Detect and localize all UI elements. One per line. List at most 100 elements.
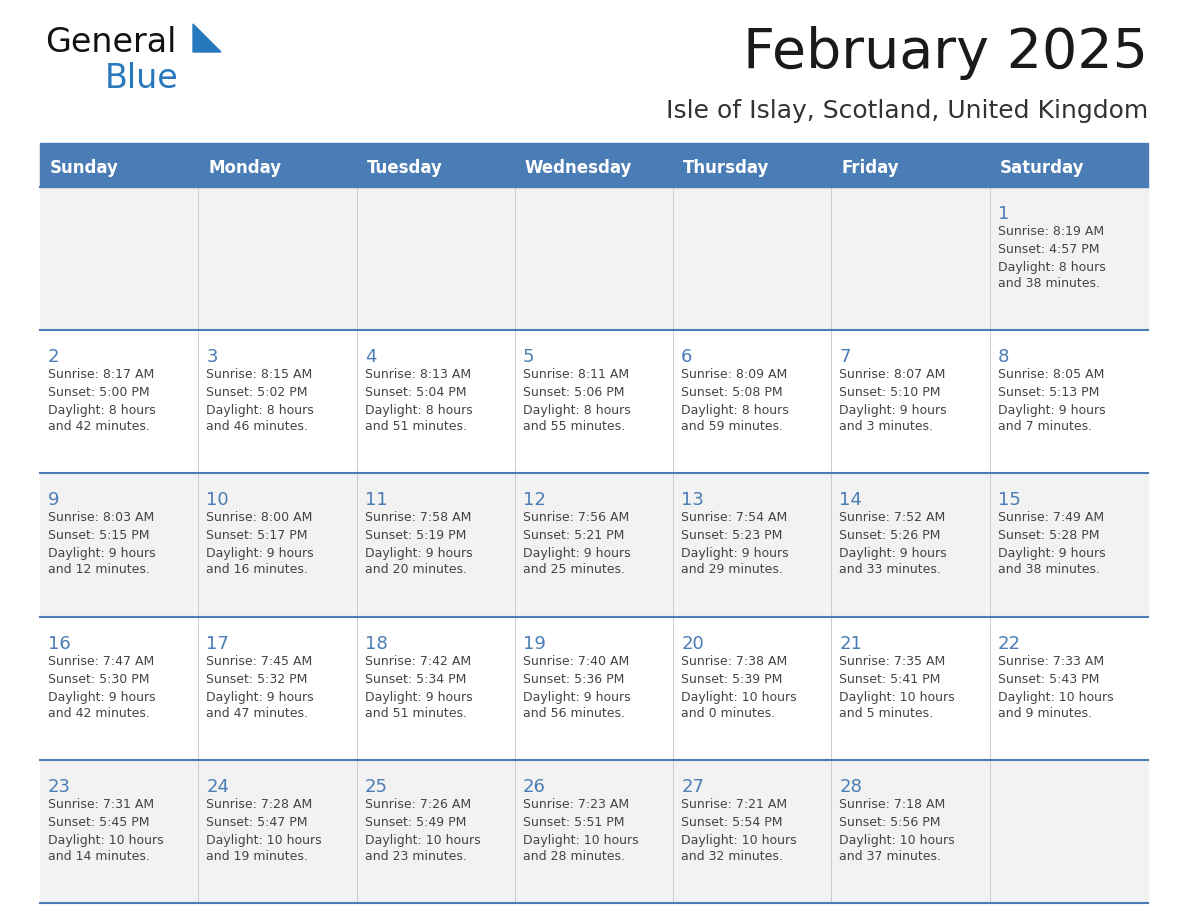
Text: Daylight: 9 hours: Daylight: 9 hours xyxy=(523,547,631,560)
Text: 2: 2 xyxy=(48,348,59,366)
Text: Thursday: Thursday xyxy=(683,159,770,177)
Text: Daylight: 10 hours: Daylight: 10 hours xyxy=(840,690,955,703)
Text: and 38 minutes.: and 38 minutes. xyxy=(998,564,1100,577)
Text: Daylight: 8 hours: Daylight: 8 hours xyxy=(365,404,473,417)
Text: Friday: Friday xyxy=(841,159,899,177)
Text: Daylight: 10 hours: Daylight: 10 hours xyxy=(365,834,480,846)
Text: Daylight: 9 hours: Daylight: 9 hours xyxy=(523,690,631,703)
Text: and 46 minutes.: and 46 minutes. xyxy=(207,420,308,433)
Text: 15: 15 xyxy=(998,491,1020,509)
Text: Monday: Monday xyxy=(208,159,282,177)
Text: 22: 22 xyxy=(998,634,1020,653)
Text: and 51 minutes.: and 51 minutes. xyxy=(365,707,467,720)
Text: 9: 9 xyxy=(48,491,59,509)
Text: Sunrise: 7:58 AM: Sunrise: 7:58 AM xyxy=(365,511,470,524)
Text: 8: 8 xyxy=(998,348,1009,366)
Text: Wednesday: Wednesday xyxy=(525,159,632,177)
Text: Isle of Islay, Scotland, United Kingdom: Isle of Islay, Scotland, United Kingdom xyxy=(665,99,1148,123)
Bar xyxy=(40,330,1148,474)
Text: 16: 16 xyxy=(48,634,71,653)
Text: Sunset: 5:15 PM: Sunset: 5:15 PM xyxy=(48,530,150,543)
Text: Sunset: 5:32 PM: Sunset: 5:32 PM xyxy=(207,673,308,686)
Text: Sunrise: 7:33 AM: Sunrise: 7:33 AM xyxy=(998,655,1104,667)
Bar xyxy=(832,149,990,187)
Text: Daylight: 8 hours: Daylight: 8 hours xyxy=(207,404,314,417)
Text: Sunrise: 7:21 AM: Sunrise: 7:21 AM xyxy=(681,798,788,811)
Text: and 42 minutes.: and 42 minutes. xyxy=(48,707,150,720)
Text: Sunrise: 7:42 AM: Sunrise: 7:42 AM xyxy=(365,655,470,667)
Text: Sunrise: 8:03 AM: Sunrise: 8:03 AM xyxy=(48,511,154,524)
Text: Daylight: 9 hours: Daylight: 9 hours xyxy=(48,547,156,560)
Text: Daylight: 10 hours: Daylight: 10 hours xyxy=(998,690,1113,703)
Text: and 29 minutes.: and 29 minutes. xyxy=(681,564,783,577)
Text: Sunrise: 7:47 AM: Sunrise: 7:47 AM xyxy=(48,655,154,667)
Text: Sunset: 5:21 PM: Sunset: 5:21 PM xyxy=(523,530,624,543)
Text: and 12 minutes.: and 12 minutes. xyxy=(48,564,150,577)
Bar xyxy=(40,149,198,187)
Text: Sunset: 5:49 PM: Sunset: 5:49 PM xyxy=(365,816,466,829)
Text: and 3 minutes.: and 3 minutes. xyxy=(840,420,934,433)
Text: Daylight: 10 hours: Daylight: 10 hours xyxy=(207,834,322,846)
Text: Daylight: 9 hours: Daylight: 9 hours xyxy=(365,547,472,560)
Text: Sunrise: 7:56 AM: Sunrise: 7:56 AM xyxy=(523,511,630,524)
Text: Sunrise: 8:15 AM: Sunrise: 8:15 AM xyxy=(207,368,312,381)
Text: Daylight: 8 hours: Daylight: 8 hours xyxy=(681,404,789,417)
Text: Sunset: 5:56 PM: Sunset: 5:56 PM xyxy=(840,816,941,829)
Text: Daylight: 10 hours: Daylight: 10 hours xyxy=(840,834,955,846)
Text: Sunset: 5:28 PM: Sunset: 5:28 PM xyxy=(998,530,1099,543)
Text: 18: 18 xyxy=(365,634,387,653)
Text: Daylight: 9 hours: Daylight: 9 hours xyxy=(207,690,314,703)
Text: Saturday: Saturday xyxy=(1000,159,1085,177)
Text: Sunrise: 7:49 AM: Sunrise: 7:49 AM xyxy=(998,511,1104,524)
Text: Daylight: 10 hours: Daylight: 10 hours xyxy=(523,834,638,846)
Text: Daylight: 9 hours: Daylight: 9 hours xyxy=(207,547,314,560)
Text: and 28 minutes.: and 28 minutes. xyxy=(523,850,625,863)
Text: February 2025: February 2025 xyxy=(742,26,1148,80)
Text: and 47 minutes.: and 47 minutes. xyxy=(207,707,308,720)
Text: 21: 21 xyxy=(840,634,862,653)
Text: and 59 minutes.: and 59 minutes. xyxy=(681,420,783,433)
Text: and 51 minutes.: and 51 minutes. xyxy=(365,420,467,433)
Bar xyxy=(40,187,1148,330)
Text: Sunrise: 7:18 AM: Sunrise: 7:18 AM xyxy=(840,798,946,811)
Text: and 42 minutes.: and 42 minutes. xyxy=(48,420,150,433)
Text: and 19 minutes.: and 19 minutes. xyxy=(207,850,308,863)
Text: Sunrise: 7:45 AM: Sunrise: 7:45 AM xyxy=(207,655,312,667)
Text: and 7 minutes.: and 7 minutes. xyxy=(998,420,1092,433)
Text: and 20 minutes.: and 20 minutes. xyxy=(365,564,467,577)
Text: Sunrise: 7:28 AM: Sunrise: 7:28 AM xyxy=(207,798,312,811)
Text: Sunset: 5:19 PM: Sunset: 5:19 PM xyxy=(365,530,466,543)
Text: Sunset: 5:51 PM: Sunset: 5:51 PM xyxy=(523,816,625,829)
Text: Sunset: 5:47 PM: Sunset: 5:47 PM xyxy=(207,816,308,829)
Text: Daylight: 9 hours: Daylight: 9 hours xyxy=(998,404,1105,417)
Text: and 32 minutes.: and 32 minutes. xyxy=(681,850,783,863)
Text: Daylight: 10 hours: Daylight: 10 hours xyxy=(681,834,797,846)
Text: Daylight: 8 hours: Daylight: 8 hours xyxy=(998,261,1106,274)
Text: Daylight: 9 hours: Daylight: 9 hours xyxy=(48,690,156,703)
Text: and 56 minutes.: and 56 minutes. xyxy=(523,707,625,720)
Text: Sunset: 5:04 PM: Sunset: 5:04 PM xyxy=(365,386,466,399)
Bar xyxy=(40,617,1148,760)
Text: Sunset: 5:17 PM: Sunset: 5:17 PM xyxy=(207,530,308,543)
Bar xyxy=(40,760,1148,903)
Text: 3: 3 xyxy=(207,348,217,366)
Text: 7: 7 xyxy=(840,348,851,366)
Text: Sunrise: 8:00 AM: Sunrise: 8:00 AM xyxy=(207,511,312,524)
Text: and 23 minutes.: and 23 minutes. xyxy=(365,850,467,863)
Bar xyxy=(990,149,1148,187)
Text: 23: 23 xyxy=(48,778,71,796)
Text: 24: 24 xyxy=(207,778,229,796)
Text: Sunset: 5:41 PM: Sunset: 5:41 PM xyxy=(840,673,941,686)
Text: Sunrise: 8:13 AM: Sunrise: 8:13 AM xyxy=(365,368,470,381)
Text: 17: 17 xyxy=(207,634,229,653)
Text: and 33 minutes.: and 33 minutes. xyxy=(840,564,941,577)
Text: Sunrise: 7:23 AM: Sunrise: 7:23 AM xyxy=(523,798,628,811)
Text: Sunrise: 8:05 AM: Sunrise: 8:05 AM xyxy=(998,368,1104,381)
Text: 26: 26 xyxy=(523,778,545,796)
Text: and 0 minutes.: and 0 minutes. xyxy=(681,707,776,720)
Text: Sunrise: 7:35 AM: Sunrise: 7:35 AM xyxy=(840,655,946,667)
Text: Sunset: 5:26 PM: Sunset: 5:26 PM xyxy=(840,530,941,543)
Text: Blue: Blue xyxy=(105,62,178,95)
Text: Daylight: 10 hours: Daylight: 10 hours xyxy=(681,690,797,703)
Text: Sunset: 5:30 PM: Sunset: 5:30 PM xyxy=(48,673,150,686)
